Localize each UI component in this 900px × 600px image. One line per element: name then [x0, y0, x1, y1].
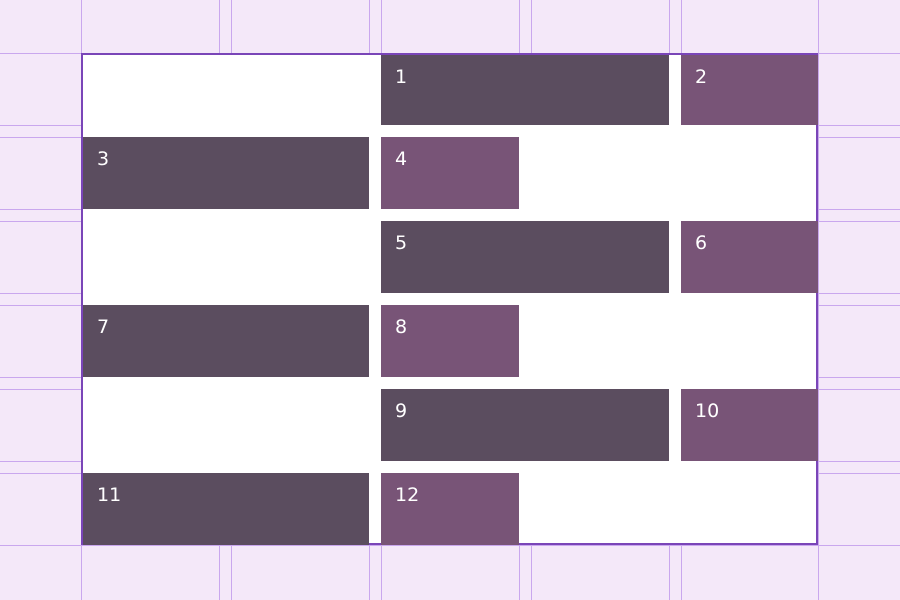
grid-item-5: 5	[381, 221, 669, 293]
grid-item-11: 11	[83, 473, 369, 545]
grid-item-9: 9	[381, 389, 669, 461]
grid-item-8: 8	[381, 305, 519, 377]
vertical-grid-line	[818, 0, 819, 600]
grid-item-4: 4	[381, 137, 519, 209]
grid-item-7: 7	[83, 305, 369, 377]
horizontal-grid-line	[0, 545, 900, 546]
grid-item-12: 12	[381, 473, 519, 545]
grid-item-2: 2	[681, 55, 818, 125]
grid-item-6: 6	[681, 221, 818, 293]
grid-container: 1 2 3 4 5 6 7 8 9 10 11 12	[81, 53, 818, 545]
grid-item-10: 10	[681, 389, 818, 461]
grid-item-1: 1	[381, 55, 669, 125]
grid-item-3: 3	[83, 137, 369, 209]
